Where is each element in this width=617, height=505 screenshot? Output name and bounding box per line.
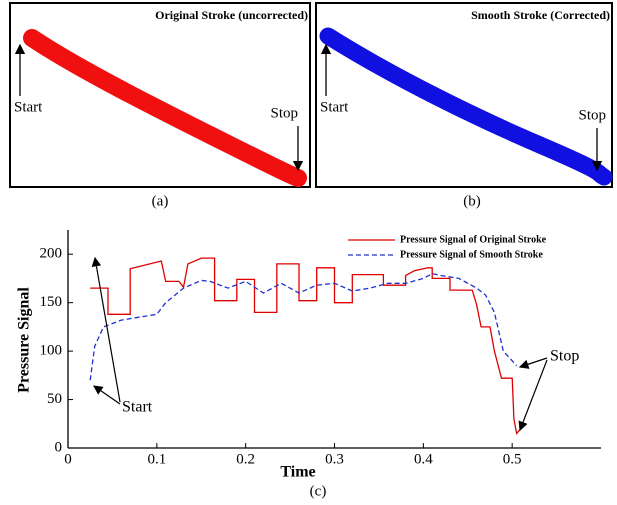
panel-title: Smooth Stroke (Corrected) — [471, 8, 610, 22]
y-tick-label: 50 — [47, 391, 62, 407]
y-tick-label: 100 — [40, 343, 63, 359]
series-line — [90, 257, 522, 435]
legend-label: Pressure Signal of Smooth Stroke — [400, 249, 543, 260]
y-axis-label: Pressure Signal — [16, 287, 33, 393]
y-tick-label: 150 — [40, 294, 63, 310]
panel-frame — [9, 2, 311, 188]
arrow — [518, 357, 548, 369]
arrow — [91, 256, 121, 403]
x-tick-label: 0 — [64, 451, 72, 467]
x-tick-label: 0.2 — [236, 451, 255, 467]
legend-label: Pressure Signal of Original Stroke — [400, 234, 547, 245]
panel-frame — [315, 2, 613, 188]
arrow — [518, 359, 548, 432]
panel-caption: (c) — [310, 483, 327, 499]
stop-label: Stop — [578, 107, 606, 123]
line-chart: 0 50 100 150 200 0 0.1 0.2 0.3 0.4 0.5 Pressure Sig… — [40, 230, 601, 467]
x-tick-label: 0.1 — [147, 451, 166, 467]
annotation: Stop — [550, 348, 579, 365]
panel-caption: (a) — [152, 193, 169, 209]
y-tick-label: 0 — [55, 439, 63, 455]
stop-label: Stop — [270, 105, 298, 121]
panel-title: Original Stroke (uncorrected) — [155, 8, 308, 22]
x-tick-label: 0.5 — [503, 451, 522, 467]
stroke-tail — [558, 154, 606, 181]
arrow — [93, 385, 121, 405]
stroke-tail — [238, 147, 300, 181]
y-tick-label: 200 — [40, 246, 63, 262]
x-axis-label: Time — [280, 464, 315, 481]
start-label: Start — [14, 99, 43, 115]
x-tick-label: 0.3 — [325, 451, 344, 467]
start-label: Start — [320, 99, 349, 115]
panel-caption: (b) — [463, 193, 481, 209]
annotation: Start — [122, 399, 153, 416]
x-tick-label: 0.4 — [414, 451, 433, 467]
